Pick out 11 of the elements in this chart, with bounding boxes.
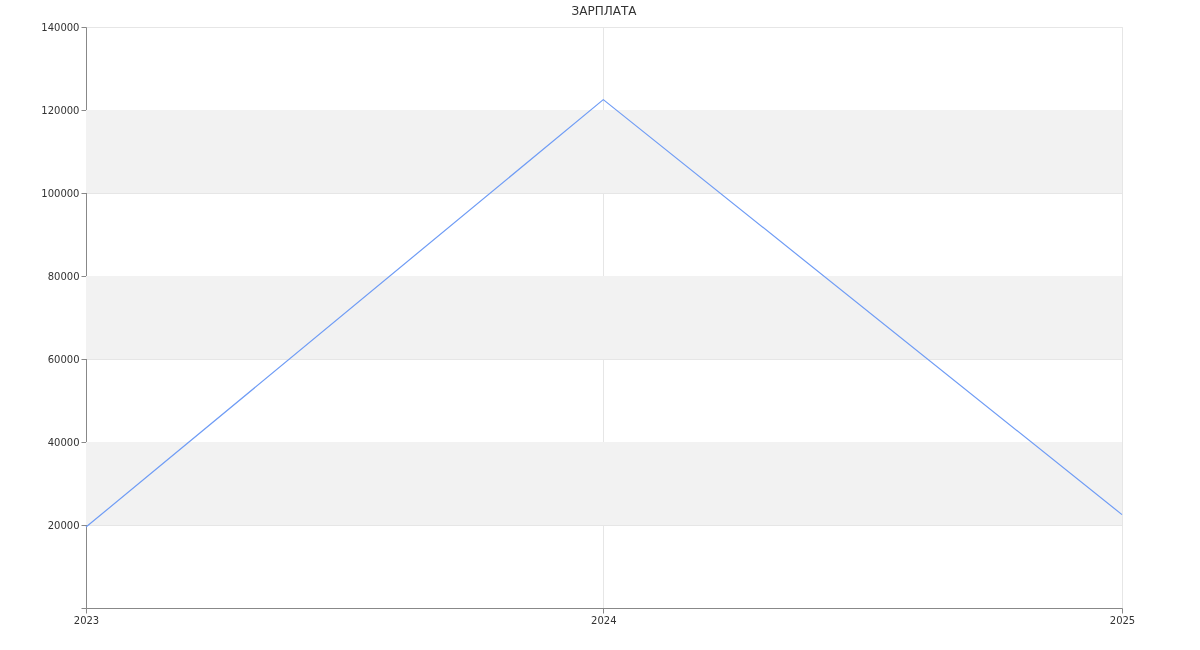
x-tick-label: 2025 xyxy=(1109,614,1136,626)
y-tick-label: 40000 xyxy=(47,436,80,448)
y-tick-label: 120000 xyxy=(41,104,80,116)
x-tick-label: 2024 xyxy=(591,614,617,626)
y-tick-label: 60000 xyxy=(47,353,80,365)
y-tick-label: 20000 xyxy=(47,519,80,531)
y-tick-label: 80000 xyxy=(47,270,80,282)
x-tick-label: 2023 xyxy=(73,614,100,626)
y-tick-label: 100000 xyxy=(41,187,80,199)
chart-title: ЗАРПЛАТА xyxy=(571,4,638,18)
y-tick-label: 140000 xyxy=(41,21,80,33)
